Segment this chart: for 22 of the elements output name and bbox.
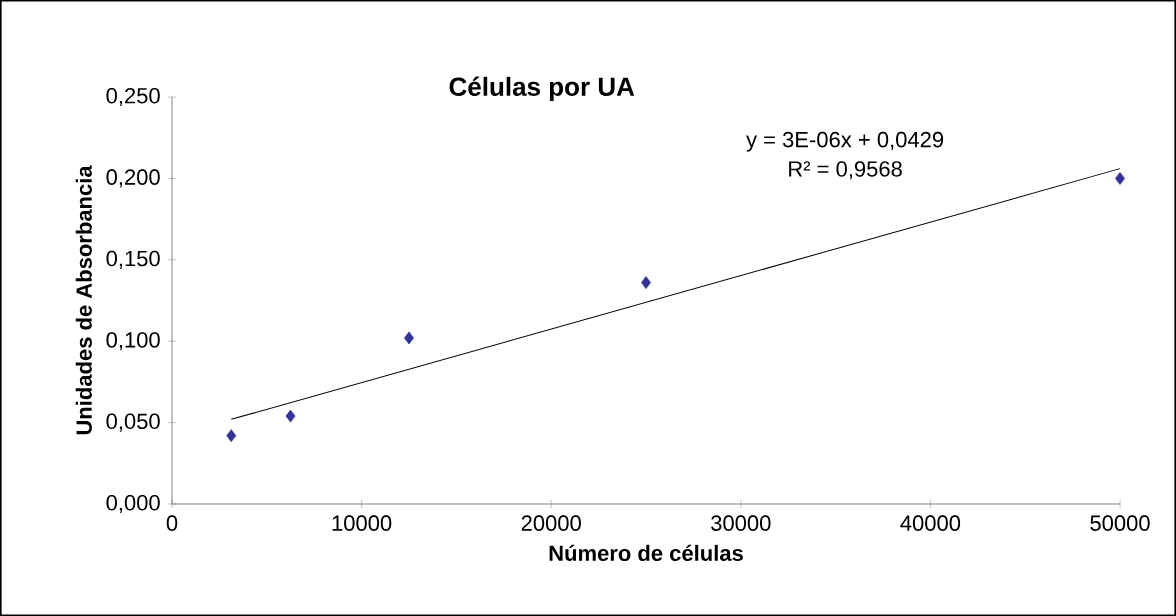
x-tick-label: 50000 [1090,515,1150,531]
point [404,331,414,345]
y-tick-label: 0,050 [106,413,160,432]
y-tick-label: 0,200 [106,169,160,188]
point [641,276,651,289]
x-tick-label: 10000 [332,515,392,531]
y-axis-title: Unidades de Absorbancia [75,165,92,435]
y-tick-label: 0,150 [106,250,160,269]
x-tick-label: 30000 [711,515,771,531]
y-tick-label: 0,100 [106,332,160,351]
x-tick-label: 0 [166,515,178,531]
x-tick-label: 40000 [900,515,961,531]
x-axis-title: Número de células [549,544,743,561]
y-tick-label: 0,000 [106,494,160,514]
point [226,429,237,443]
annotation: y = 3E-06x + 0,0429 [746,131,944,152]
x-tick-label: 20000 [521,515,581,531]
y-tick-label: 0,250 [106,87,160,107]
annotation: R² = 0,9568 [789,161,902,180]
point [285,409,296,423]
point [1115,172,1125,185]
chart-title: Células por UA [449,76,635,102]
